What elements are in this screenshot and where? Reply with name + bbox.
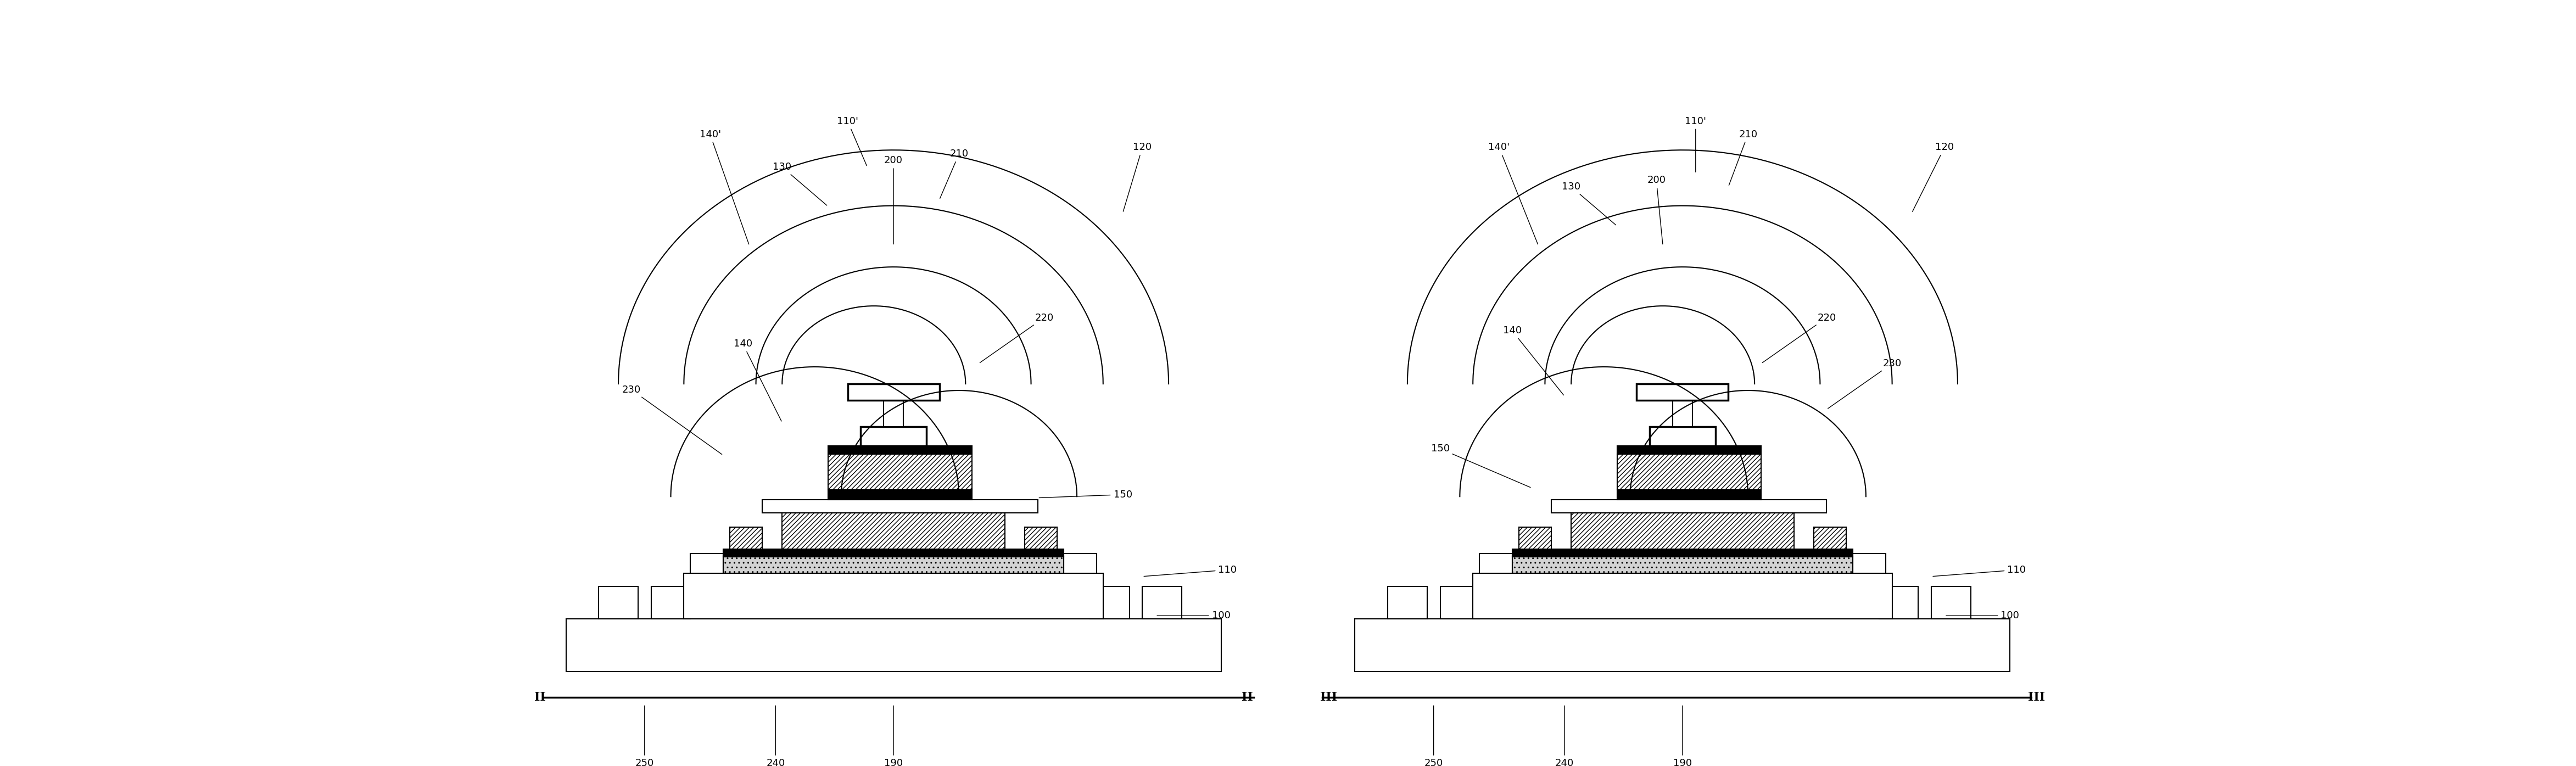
Bar <box>827 446 971 454</box>
Bar <box>1551 499 1826 513</box>
Bar <box>1520 527 1551 549</box>
Text: 190: 190 <box>1674 705 1692 766</box>
Bar <box>1479 554 1512 573</box>
Text: 140': 140' <box>1489 142 1538 244</box>
Bar <box>848 384 940 401</box>
Text: 120: 120 <box>1123 142 1151 211</box>
Text: III: III <box>1321 692 1337 704</box>
Text: 140: 140 <box>1502 326 1564 395</box>
Text: II: II <box>1242 692 1252 704</box>
Text: 110': 110' <box>837 116 866 165</box>
Text: 250: 250 <box>636 705 654 766</box>
Text: 130: 130 <box>773 162 827 205</box>
Text: 100: 100 <box>1945 611 2020 620</box>
Text: 100: 100 <box>1157 611 1231 620</box>
Bar <box>1672 401 1692 427</box>
Bar <box>1388 586 1427 619</box>
Bar <box>1932 586 1971 619</box>
Bar <box>1878 586 1919 619</box>
Bar <box>729 527 762 549</box>
Bar <box>724 549 1064 557</box>
Bar <box>1618 490 1762 499</box>
Text: 190: 190 <box>884 705 902 766</box>
Bar <box>827 454 971 490</box>
Bar <box>762 499 1038 513</box>
Bar <box>1852 554 1886 573</box>
Bar <box>683 573 1103 619</box>
Text: 200: 200 <box>884 155 902 244</box>
Text: 240: 240 <box>1556 705 1574 766</box>
Bar <box>690 554 724 573</box>
Bar <box>1141 586 1182 619</box>
Text: 230: 230 <box>1829 358 1901 408</box>
Text: 130: 130 <box>1561 182 1615 225</box>
Text: III: III <box>2027 692 2045 704</box>
Text: 220: 220 <box>979 313 1054 362</box>
Text: 250: 250 <box>1425 705 1443 766</box>
Text: 150: 150 <box>1038 489 1131 499</box>
Bar <box>1473 573 1893 619</box>
Bar <box>598 586 639 619</box>
Text: 140: 140 <box>734 339 781 421</box>
Bar <box>1025 527 1056 549</box>
Text: 110: 110 <box>1144 565 1236 576</box>
Text: 230: 230 <box>621 385 721 454</box>
Bar <box>1064 554 1097 573</box>
Text: 140': 140' <box>698 129 750 244</box>
Text: 200: 200 <box>1646 175 1667 244</box>
Bar <box>827 490 971 499</box>
Bar <box>1512 557 1852 573</box>
Text: 220: 220 <box>1762 313 1837 362</box>
Bar <box>652 586 690 619</box>
Text: 240: 240 <box>765 705 786 766</box>
Bar <box>860 427 927 446</box>
Text: 150: 150 <box>1430 444 1530 487</box>
Bar <box>1814 527 1847 549</box>
Bar <box>1636 384 1728 401</box>
Bar <box>1618 446 1762 454</box>
Text: 210: 210 <box>1728 129 1757 185</box>
Text: 110': 110' <box>1685 116 1705 172</box>
Text: II: II <box>533 692 546 704</box>
Bar <box>1355 619 2009 672</box>
Bar <box>1090 586 1128 619</box>
Bar <box>1440 586 1479 619</box>
Bar <box>783 513 1005 549</box>
Bar <box>724 557 1064 573</box>
Bar <box>1618 454 1762 490</box>
Text: 210: 210 <box>940 149 969 198</box>
Bar <box>1512 549 1852 557</box>
Bar <box>1571 513 1793 549</box>
Bar <box>1649 427 1716 446</box>
Bar <box>884 401 904 427</box>
Bar <box>567 619 1221 672</box>
Text: 110: 110 <box>1932 565 2025 576</box>
Text: 120: 120 <box>1911 142 1955 211</box>
